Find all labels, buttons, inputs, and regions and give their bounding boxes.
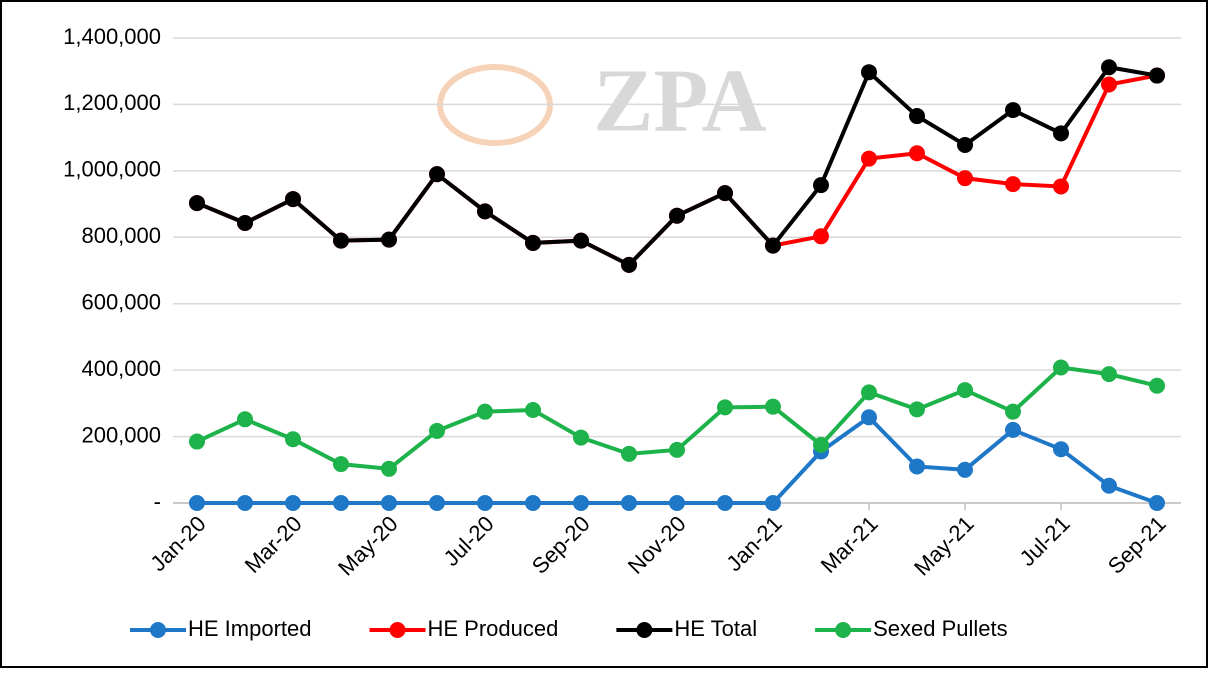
- point: [669, 207, 685, 224]
- y-tick-label: 600,000: [81, 290, 161, 315]
- point: [525, 402, 541, 418]
- legend-marker: [636, 622, 653, 638]
- point: [957, 136, 973, 153]
- y-tick-label: 200,000: [81, 422, 161, 447]
- point: [573, 495, 589, 511]
- point: [237, 495, 253, 511]
- point: [1149, 377, 1165, 394]
- point: [333, 456, 349, 473]
- point: [957, 170, 973, 187]
- point: [717, 495, 733, 511]
- point: [525, 495, 541, 511]
- point: [1053, 125, 1069, 142]
- point: [381, 460, 397, 477]
- point: [1005, 403, 1021, 420]
- point: [477, 495, 493, 511]
- y-tick-label: 800,000: [81, 223, 161, 248]
- point: [285, 495, 301, 511]
- point: [1053, 441, 1069, 458]
- point: [1005, 176, 1021, 193]
- point: [765, 398, 781, 415]
- point: [765, 495, 781, 511]
- legend-marker: [389, 622, 406, 638]
- point: [1005, 421, 1021, 438]
- point: [813, 228, 829, 245]
- point: [1101, 366, 1117, 383]
- point: [1053, 359, 1069, 376]
- point: [429, 166, 445, 183]
- point: [477, 403, 493, 420]
- point: [717, 185, 733, 202]
- point: [189, 195, 205, 212]
- point: [813, 177, 829, 194]
- point: [1101, 59, 1117, 76]
- legend-label: HE Total: [674, 616, 757, 641]
- point: [621, 445, 637, 462]
- point: [1005, 102, 1021, 119]
- y-tick-label: 1,200,000: [63, 90, 161, 115]
- point: [573, 429, 589, 446]
- y-tick-label: 1,400,000: [63, 24, 161, 49]
- point: [285, 191, 301, 208]
- point: [525, 234, 541, 251]
- point: [957, 382, 973, 399]
- point: [1149, 67, 1165, 84]
- point: [573, 232, 589, 249]
- point: [1053, 178, 1069, 195]
- legend-label: Sexed Pullets: [873, 616, 1008, 641]
- y-tick-label: 400,000: [81, 356, 161, 381]
- point: [957, 461, 973, 478]
- point: [765, 237, 781, 254]
- point: [909, 458, 925, 475]
- y-tick-label: -: [154, 489, 161, 514]
- legend-marker: [835, 622, 852, 638]
- point: [1101, 76, 1117, 93]
- point: [477, 203, 493, 220]
- point: [1149, 495, 1165, 511]
- legend-marker: [150, 622, 166, 638]
- point: [861, 384, 877, 401]
- point: [621, 495, 637, 511]
- point: [669, 441, 685, 458]
- point: [909, 401, 925, 418]
- point: [189, 495, 205, 511]
- point: [333, 232, 349, 249]
- y-tick-label: 1,000,000: [63, 157, 161, 182]
- point: [909, 145, 925, 162]
- point: [237, 411, 253, 428]
- watermark: ZPA: [593, 52, 766, 151]
- point: [189, 433, 205, 450]
- point: [333, 495, 349, 511]
- point: [381, 231, 397, 248]
- point: [429, 422, 445, 439]
- point: [429, 495, 445, 511]
- point: [717, 399, 733, 416]
- point: [813, 436, 829, 453]
- point: [237, 215, 253, 232]
- legend-label: HE Produced: [428, 616, 559, 641]
- point: [861, 409, 877, 426]
- point: [381, 495, 397, 511]
- legend-label: HE Imported: [188, 616, 312, 641]
- point: [621, 256, 637, 273]
- point: [285, 431, 301, 448]
- point: [909, 108, 925, 125]
- point: [861, 150, 877, 167]
- point: [861, 64, 877, 81]
- point: [1101, 477, 1117, 494]
- point: [669, 495, 685, 511]
